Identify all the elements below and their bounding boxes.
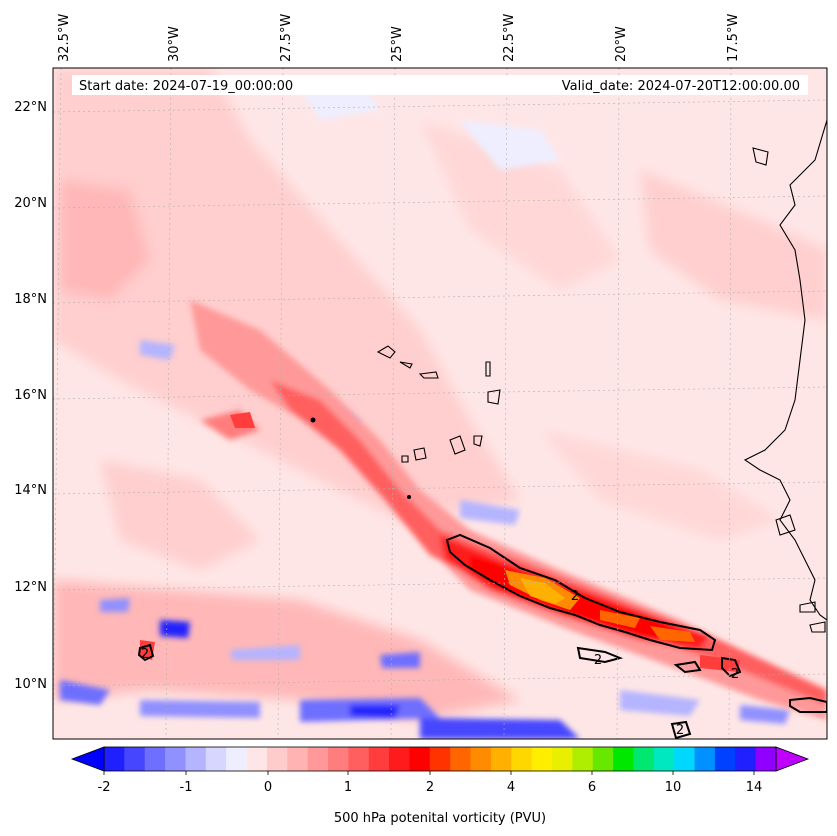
contour-label: 2 [141, 647, 149, 662]
coastlines [743, 68, 827, 633]
colorbar-cell [185, 747, 207, 771]
colorbar-cell [266, 747, 288, 771]
colorbar-cell [287, 747, 309, 771]
cb-tick-label: 14 [746, 780, 763, 795]
pv-maximum-core [140, 412, 740, 672]
colorbar-cell [714, 747, 736, 771]
colorbar-cell [409, 747, 431, 771]
colorbar-cell [205, 747, 227, 771]
cb-tick-label: -1 [180, 780, 193, 795]
cb-tick-label: -2 [98, 780, 111, 795]
lon-label: 20°W [614, 26, 629, 62]
lat-label: 22°N [14, 100, 47, 115]
map-frame [52, 67, 828, 740]
lon-label: 32.5°W [57, 14, 72, 62]
valid-date-text: Valid_date: 2024-07-20T12:00:00.00 [562, 79, 800, 94]
cape-verde-islands [376, 345, 501, 463]
header-box [72, 75, 808, 95]
longitude-labels: 32.5°W 30°W 27.5°W 25°W 22.5°W 20°W 17.5… [57, 14, 741, 62]
colorbar-cell [613, 747, 634, 771]
cb-tick-label: 1 [344, 780, 352, 795]
lat-label: 18°N [14, 292, 47, 307]
lat-label: 20°N [14, 196, 47, 211]
colorbar-cell [226, 747, 248, 771]
colorbar-cell [633, 747, 655, 771]
colorbar-cell [470, 747, 492, 771]
cb-tick-label: 10 [665, 780, 682, 795]
colorbar-cell [653, 747, 675, 771]
colorbar-cell [531, 747, 553, 771]
colorbar-cell [592, 747, 614, 771]
colorbar-cell [490, 747, 512, 771]
lon-label: 30°W [167, 26, 182, 62]
colorbar-cell [674, 747, 696, 771]
lon-label: 25°W [390, 26, 405, 62]
colorbar-cell [450, 747, 472, 771]
colorbar-frame [103, 746, 777, 772]
colorbar-max-extend [775, 746, 810, 772]
colorbar-cell [552, 747, 573, 771]
lat-label: 14°N [14, 483, 47, 498]
colorbar-cell [307, 747, 329, 771]
colorbar-cell [348, 747, 370, 771]
colorbar-cell [124, 747, 146, 771]
map-panel [53, 68, 827, 739]
pv-contour-2 [137, 533, 827, 739]
lat-label: 16°N [14, 388, 47, 403]
colorbar-tick-labels: -2 -1 0 1 2 4 6 10 14 [98, 780, 763, 795]
contour-label: 2 [731, 667, 739, 682]
pv-small-maxima [310, 417, 411, 499]
colorbar-cell [368, 747, 390, 771]
colorbar-cell [735, 747, 757, 771]
contour-labels: 2 2 2 2 2 [141, 589, 739, 738]
colorbar-cell [694, 747, 716, 771]
colorbar: -2 -1 0 1 2 4 6 10 14 500 hPa potenital … [70, 746, 810, 826]
colorbar-cell [429, 747, 451, 771]
cb-tick-label: 6 [588, 780, 596, 795]
start-date-text: Start date: 2024-07-19_00:00:00 [79, 79, 293, 94]
colorbar-cells [104, 747, 777, 771]
colorbar-cell [144, 747, 166, 771]
lon-label: 17.5°W [726, 14, 741, 62]
colorbar-min-extend [70, 746, 105, 772]
contour-label: 2 [571, 589, 579, 604]
gridlines [53, 68, 827, 739]
lon-label: 27.5°W [279, 14, 294, 62]
colorbar-ticks [103, 771, 755, 775]
contour-label: 2 [594, 653, 602, 668]
colorbar-label: 500 hPa potenital vorticity (PVU) [334, 811, 546, 826]
contour-label: 2 [676, 723, 684, 738]
lat-label: 10°N [14, 677, 47, 692]
colorbar-cell [755, 747, 777, 771]
colorbar-cell [165, 747, 186, 771]
colorbar-cell [246, 747, 268, 771]
colorbar-cell [328, 747, 349, 771]
colorbar-cell [104, 747, 125, 771]
cb-tick-label: 4 [507, 780, 515, 795]
latitude-labels: 22°N 20°N 18°N 16°N 14°N 12°N 10°N [14, 100, 47, 692]
cb-tick-label: 0 [264, 780, 272, 795]
lon-label: 22.5°W [502, 14, 517, 62]
cb-tick-label: 2 [426, 780, 434, 795]
colorbar-cell [572, 747, 594, 771]
colorbar-cell [389, 747, 410, 771]
lat-label: 12°N [14, 580, 47, 595]
colorbar-cell [511, 747, 533, 771]
